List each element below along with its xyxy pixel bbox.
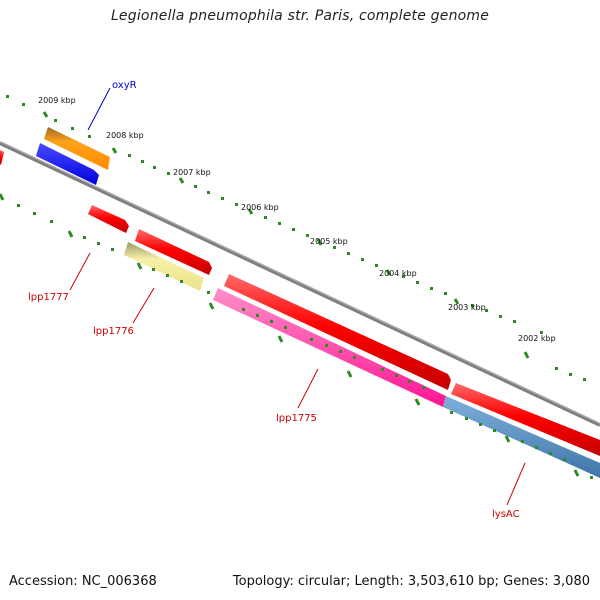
gene-red-1 xyxy=(88,205,129,233)
scale-label: 2008 kbp xyxy=(106,131,144,140)
genome-summary: Topology: circular; Length: 3,503,610 bp… xyxy=(232,574,590,589)
reverse-strand-genes xyxy=(124,242,600,478)
scale-label: 2004 kbp xyxy=(379,269,417,278)
gene-red-4 xyxy=(451,383,600,456)
scale-label: 2009 kbp xyxy=(38,96,76,105)
gene-red-2 xyxy=(135,229,212,275)
gene-label-lpp1777: lpp1777 xyxy=(28,292,69,303)
accession-label: Accession: NC_006368 xyxy=(9,574,157,589)
gene-orange xyxy=(44,127,110,170)
scale-label: 2003 kbp xyxy=(448,303,486,312)
map-title: Legionella pneumophila str. Paris, compl… xyxy=(110,8,490,24)
gene-lpp1776 xyxy=(124,242,204,291)
inner-minor-ticks xyxy=(17,204,593,479)
genome-backbone xyxy=(0,141,600,427)
outer-major-ticks xyxy=(42,111,530,359)
inner-major-ticks xyxy=(0,193,580,477)
scale-label: 2005 kbp xyxy=(310,237,348,246)
scale-label: 2002 kbp xyxy=(518,334,556,343)
gene-red-left xyxy=(0,150,4,165)
gene-lysAC xyxy=(443,396,600,478)
gene-label-lpp1775: lpp1775 xyxy=(276,413,317,424)
gene-labels: oxyR lpp1777 lpp1776 lpp1775 lysAC xyxy=(28,80,520,520)
gene-label-lysAC: lysAC xyxy=(492,509,520,520)
scale-labels: 2009 kbp 2008 kbp 2007 kbp 2006 kbp 2005… xyxy=(38,96,556,343)
label-leaders xyxy=(69,87,526,506)
gene-red-3 xyxy=(224,274,451,390)
gene-label-lpp1776: lpp1776 xyxy=(93,326,134,337)
scale-label: 2007 kbp xyxy=(173,168,211,177)
scale-label: 2006 kbp xyxy=(241,203,279,212)
gene-lpp1775 xyxy=(213,288,446,407)
forward-strand-genes xyxy=(0,127,600,456)
outer-minor-ticks xyxy=(6,95,586,381)
gene-oxyR xyxy=(36,143,99,185)
genome-backbone-highlight xyxy=(0,141,600,425)
gene-label-oxyR: oxyR xyxy=(112,80,137,91)
